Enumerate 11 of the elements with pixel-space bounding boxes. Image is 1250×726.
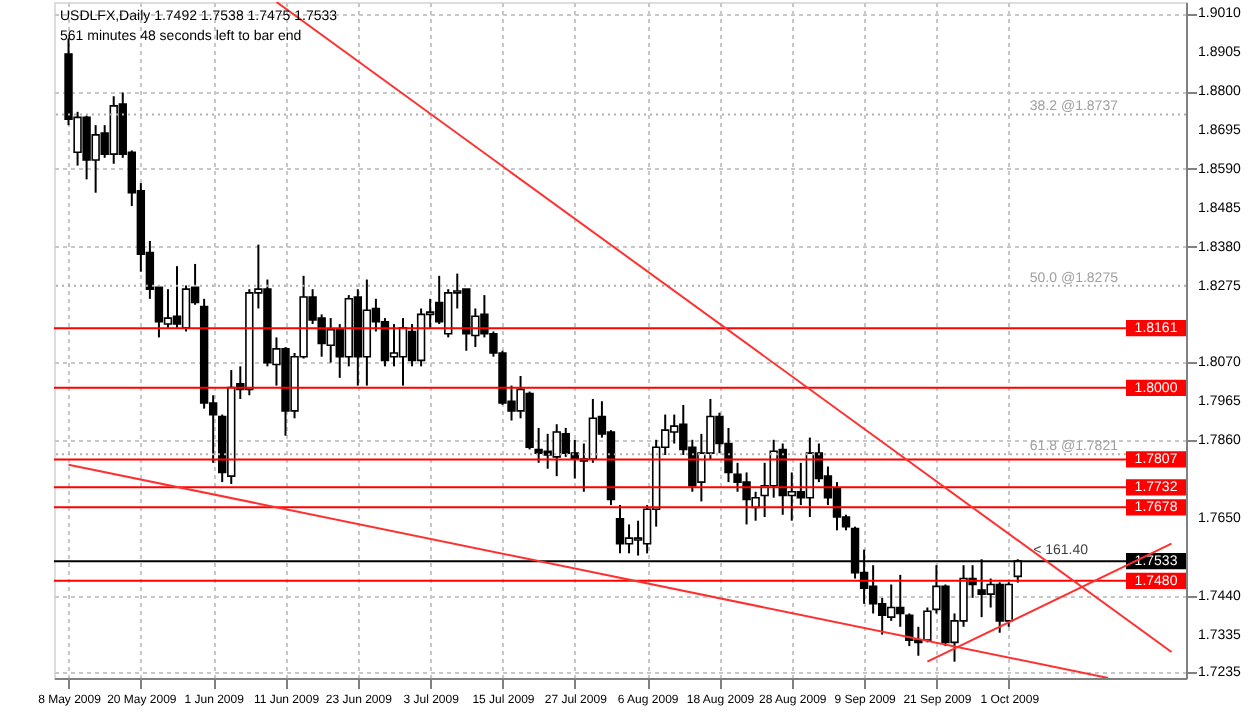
candlestick: [362, 278, 372, 387]
candlestick: [416, 307, 426, 368]
candlestick: [615, 504, 625, 555]
candlestick: [588, 397, 598, 464]
candlestick: [389, 323, 399, 368]
candlestick: [181, 284, 191, 333]
candlestick: [1004, 581, 1013, 628]
candlestick: [434, 274, 444, 326]
candlestick: [163, 288, 173, 329]
candlestick: [172, 265, 182, 329]
candlestick: [624, 523, 634, 555]
